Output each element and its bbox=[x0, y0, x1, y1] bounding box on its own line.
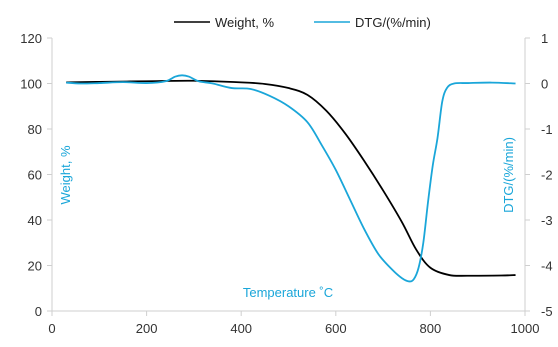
y2-axis-title: DTG/(%/min) bbox=[501, 137, 516, 213]
x-tick-label: 200 bbox=[136, 321, 158, 336]
x-axis-title: Temperature ˚C bbox=[243, 285, 333, 300]
legend-label-dtg: DTG/(%/min) bbox=[355, 15, 431, 30]
x-tick-label: 0 bbox=[48, 321, 55, 336]
legend-label-weight: Weight, % bbox=[215, 15, 274, 30]
x-tick-label: 600 bbox=[325, 321, 347, 336]
y-tick-label: 60 bbox=[28, 168, 42, 183]
y2-tick-label: -5 bbox=[541, 304, 553, 319]
y2-tick-label: -1 bbox=[541, 122, 553, 137]
y2-tick-label: -4 bbox=[541, 259, 553, 274]
legend: Weight, % DTG/(%/min) bbox=[174, 15, 431, 30]
plot-frame bbox=[51, 38, 526, 312]
y-tick-label: 40 bbox=[28, 213, 42, 228]
x-tick-label: 1000 bbox=[511, 321, 540, 336]
x-tick-label: 800 bbox=[420, 321, 442, 336]
weight-series-line bbox=[66, 79, 516, 277]
y2-tick-label: -2 bbox=[541, 168, 553, 183]
y-axis-ticks: 0 20 40 60 80 100 120 bbox=[20, 31, 52, 319]
y-axis-title: Weight, % bbox=[58, 145, 73, 204]
y2-tick-label: 1 bbox=[541, 31, 548, 46]
y-tick-label: 0 bbox=[35, 304, 42, 319]
x-axis-ticks: 0 200 400 600 800 1000 bbox=[48, 311, 539, 336]
y-tick-label: 100 bbox=[20, 77, 42, 92]
y2-tick-label: -3 bbox=[541, 213, 553, 228]
y2-tick-label: 0 bbox=[541, 77, 548, 92]
y-tick-label: 120 bbox=[20, 31, 42, 46]
y2-axis-ticks: -5 -4 -3 -2 -1 0 1 bbox=[525, 31, 553, 319]
y-tick-label: 80 bbox=[28, 122, 42, 137]
x-tick-label: 400 bbox=[230, 321, 252, 336]
y-tick-label: 20 bbox=[28, 259, 42, 274]
dtg-series-line bbox=[66, 74, 516, 283]
